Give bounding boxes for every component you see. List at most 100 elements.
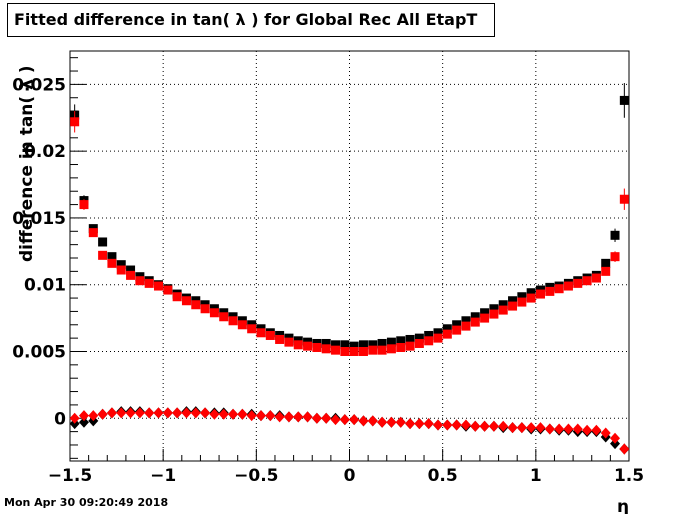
data-point-square <box>526 288 536 298</box>
data-point-square <box>480 308 490 318</box>
data-point-square <box>79 200 89 210</box>
data-point-square <box>219 312 229 322</box>
data-point-square <box>377 345 387 355</box>
data-point-diamond <box>479 420 490 432</box>
data-point-square <box>619 95 629 105</box>
data-point-square <box>414 333 424 343</box>
data-point-square <box>321 338 331 348</box>
data-point-diamond <box>516 422 527 434</box>
data-point-square <box>265 330 275 340</box>
data-point-square <box>452 320 462 330</box>
data-point-square <box>433 333 443 343</box>
data-point-square <box>116 265 126 275</box>
data-point-diamond <box>274 411 285 423</box>
x-tick-label: 1 <box>530 466 542 486</box>
y-tick-label: 0.005 <box>12 342 66 362</box>
data-point-square <box>470 317 480 327</box>
data-point-diamond <box>69 412 80 424</box>
data-point-diamond <box>144 407 155 419</box>
data-point-diamond <box>554 423 565 435</box>
data-point-diamond <box>265 410 276 422</box>
data-point-diamond <box>377 416 388 428</box>
data-point-diamond <box>255 410 266 422</box>
data-point-square <box>582 276 592 286</box>
data-point-square <box>98 250 108 260</box>
data-point-diamond <box>610 432 621 444</box>
data-point-square <box>535 289 545 299</box>
data-point-diamond <box>600 427 611 439</box>
data-point-square <box>358 346 368 356</box>
chart-title: Fitted difference in tan( λ ) for Global… <box>7 3 495 37</box>
y-tick-label: 0.02 <box>24 142 66 162</box>
data-point-diamond <box>209 408 220 420</box>
data-point-square <box>498 300 508 310</box>
data-point-square <box>358 340 368 350</box>
x-tick-label: −0.5 <box>234 466 278 486</box>
x-tick-label: 0.5 <box>428 466 458 486</box>
data-point-square <box>414 338 424 348</box>
data-point-diamond <box>414 418 425 430</box>
data-point-diamond <box>460 419 471 431</box>
data-point-square <box>424 330 434 340</box>
data-point-square <box>461 321 471 331</box>
data-point-square <box>610 252 620 262</box>
data-point-square <box>349 341 359 351</box>
data-point-diamond <box>228 408 239 420</box>
data-point-diamond <box>572 423 583 435</box>
data-point-diamond <box>451 419 462 431</box>
data-point-diamond <box>283 411 294 423</box>
data-point-diamond <box>582 424 593 436</box>
data-point-diamond <box>321 412 332 424</box>
data-point-square <box>228 316 238 326</box>
data-point-square <box>601 266 611 276</box>
data-point-square <box>545 286 555 296</box>
data-point-square <box>237 320 247 330</box>
data-point-square <box>303 341 313 351</box>
data-point-square <box>442 324 452 334</box>
data-point-square <box>563 281 573 291</box>
y-tick-label: 0 <box>54 409 66 429</box>
data-point-diamond <box>442 419 453 431</box>
data-point-square <box>508 296 518 306</box>
data-point-square <box>200 304 210 314</box>
data-point-diamond <box>200 407 211 419</box>
data-point-square <box>349 346 359 356</box>
data-point-square <box>284 337 294 347</box>
data-point-diamond <box>218 408 229 420</box>
data-point-square <box>340 346 350 356</box>
data-point-square <box>480 313 490 323</box>
series-1 <box>70 111 629 356</box>
data-point-diamond <box>237 408 248 420</box>
data-point-diamond <box>526 422 537 434</box>
data-point-square <box>517 292 527 302</box>
data-point-diamond <box>339 414 350 426</box>
data-point-square <box>526 293 536 303</box>
data-point-square <box>498 305 508 315</box>
data-point-square <box>98 237 108 247</box>
data-point-diamond <box>134 407 145 419</box>
data-point-square <box>591 273 601 283</box>
data-point-square <box>461 316 471 326</box>
data-point-square <box>181 296 191 306</box>
y-axis-label: difference in tan( λ ) <box>17 65 37 262</box>
data-point-square <box>247 324 257 334</box>
data-point-diamond <box>330 414 341 426</box>
grid-lines <box>70 51 629 461</box>
tick-labels: −1.5 −1 −0.5 0 0.5 1 1.5 0 0.005 0.01 0.015 0.02 0.0… <box>12 75 644 486</box>
data-point-diamond <box>395 416 406 428</box>
data-point-square <box>517 297 527 307</box>
data-point-square <box>424 336 434 346</box>
data-point-diamond <box>367 415 378 427</box>
data-point-square <box>433 328 443 338</box>
data-point-square <box>172 292 182 302</box>
data-point-square <box>396 336 406 346</box>
data-point-square <box>116 260 126 270</box>
data-point-diamond <box>619 443 630 455</box>
y-tick-label: 0.01 <box>24 276 66 296</box>
data-point-diamond <box>498 420 509 432</box>
data-point-diamond <box>591 424 602 436</box>
data-point-diamond <box>507 422 518 434</box>
data-point-square <box>508 301 518 311</box>
data-point-square <box>442 329 452 339</box>
data-point-square <box>144 278 154 288</box>
